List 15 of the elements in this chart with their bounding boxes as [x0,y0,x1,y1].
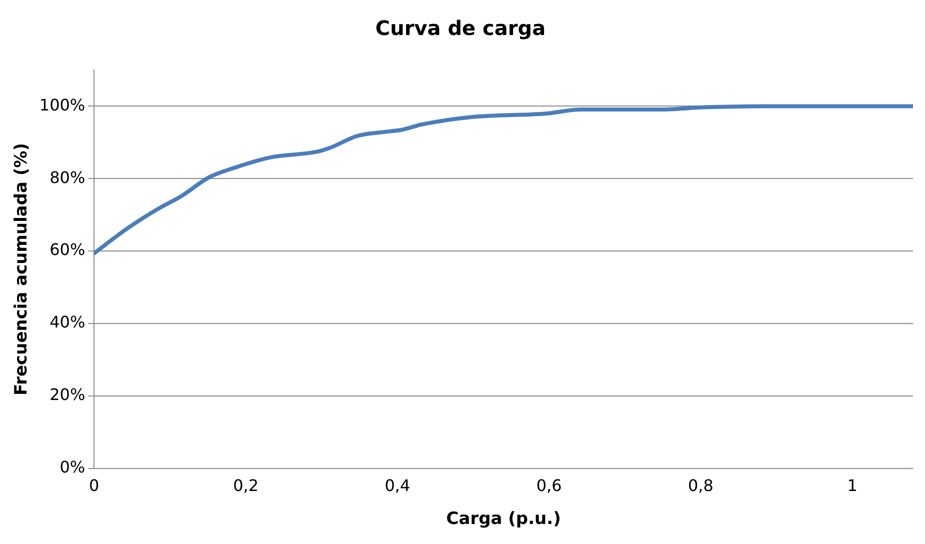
x-axis-title: Carga (p.u.) [446,509,561,530]
chart-title: Curva de carga [375,16,546,40]
x-tick-label: 0 [89,476,100,496]
y-tick-label: 100% [39,95,86,114]
x-tick-label: 0,2 [233,476,259,496]
y-axis-title: Frecuencia acumulada (%) [12,142,32,396]
y-tick-label: 80% [50,168,86,187]
y-tick-label: 20% [50,385,86,404]
y-tick-label: 0% [60,458,86,477]
x-tick-label: 0,6 [536,476,562,496]
y-tick-label: 40% [50,312,86,332]
x-tick-label: 0,8 [688,476,714,496]
x-tick-label: 0,4 [384,476,410,496]
x-tick-label: 1 [847,476,858,496]
y-tick-label: 60% [50,240,86,260]
